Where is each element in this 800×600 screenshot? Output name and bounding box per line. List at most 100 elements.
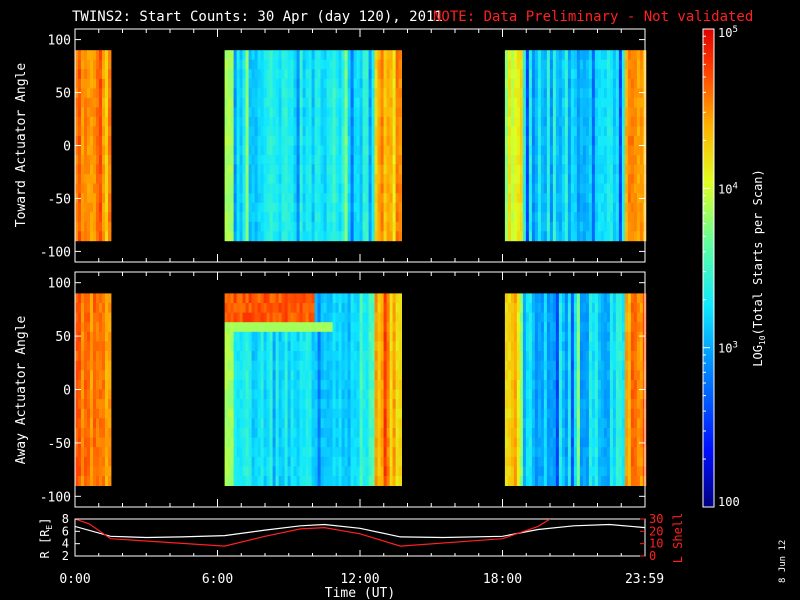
heatmap-cell xyxy=(606,174,611,184)
heatmap-cell xyxy=(230,59,234,70)
heatmap-cell xyxy=(368,88,372,99)
heatmap-cell xyxy=(245,456,249,467)
heatmap-cell xyxy=(344,174,348,184)
heatmap-cell xyxy=(236,418,240,429)
heatmap-cell xyxy=(504,476,509,486)
heatmap-cell xyxy=(266,59,270,70)
heatmap-cell xyxy=(609,202,614,213)
heatmap-cell xyxy=(242,360,246,371)
heatmap-cell xyxy=(561,50,566,61)
heatmap-cell xyxy=(317,399,321,410)
heatmap-cell xyxy=(507,370,512,381)
heatmap-cell xyxy=(308,293,312,304)
heatmap-cell xyxy=(618,78,623,89)
heatmap-cell xyxy=(93,437,97,448)
heatmap-cell xyxy=(368,399,372,410)
heatmap-cell xyxy=(239,116,243,127)
heatmap-cell xyxy=(230,88,234,99)
heatmap-cell xyxy=(606,212,611,223)
heatmap-cell xyxy=(603,447,608,458)
heatmap-cell xyxy=(558,456,563,467)
heatmap-cell xyxy=(510,202,515,213)
heatmap-cell xyxy=(227,145,231,156)
heatmap-cell xyxy=(606,78,611,89)
heatmap-cell xyxy=(245,116,249,127)
heatmap-cell xyxy=(564,97,569,108)
heatmap-cell xyxy=(233,88,237,99)
heatmap-cell xyxy=(525,293,530,304)
heatmap-cell xyxy=(269,202,273,213)
heatmap-cell xyxy=(81,447,85,458)
heatmap-cell xyxy=(588,78,593,89)
heatmap-cell xyxy=(329,174,333,184)
heatmap-column xyxy=(597,50,602,242)
heatmap-cell xyxy=(624,466,629,477)
heatmap-cell xyxy=(263,145,267,156)
heatmap-cell xyxy=(326,212,330,223)
heatmap-cell xyxy=(323,193,327,204)
heatmap-cell xyxy=(519,174,524,184)
heatmap-cell xyxy=(281,145,285,156)
heatmap-cell xyxy=(233,155,237,165)
heatmap-cell xyxy=(377,174,381,184)
heatmap-cell xyxy=(636,212,641,223)
heatmap-cell xyxy=(630,331,635,342)
heatmap-cell xyxy=(311,97,315,108)
heatmap-cell xyxy=(606,476,611,486)
heatmap-cell xyxy=(224,322,228,333)
heatmap-cell xyxy=(350,174,354,184)
heatmap-cell xyxy=(299,164,303,175)
heatmap-cell xyxy=(374,389,378,400)
heatmap-cell xyxy=(392,155,396,165)
heatmap-cell xyxy=(513,312,518,323)
heatmap-cell xyxy=(600,78,605,89)
heatmap-cell xyxy=(561,231,566,242)
heatmap-cell xyxy=(266,293,270,304)
heatmap-cell xyxy=(591,183,596,194)
heatmap-cell xyxy=(389,193,393,204)
heatmap-cell xyxy=(534,331,539,342)
heatmap-cell xyxy=(236,379,240,390)
heatmap-cell xyxy=(93,145,97,156)
heatmap-cell xyxy=(564,50,569,61)
heatmap-cell xyxy=(368,212,372,223)
heatmap-cell xyxy=(383,183,387,194)
heatmap-cell xyxy=(356,78,360,89)
heatmap-cell xyxy=(374,126,378,137)
heatmap-cell xyxy=(266,447,270,458)
heatmap-cell xyxy=(290,341,294,352)
heatmap-cell xyxy=(609,183,614,194)
heatmap-cell xyxy=(239,69,243,80)
heatmap-cell xyxy=(591,322,596,333)
heatmap-cell xyxy=(311,59,315,70)
heatmap-cell xyxy=(552,399,557,410)
heatmap-cell xyxy=(585,312,590,323)
heatmap-cell xyxy=(395,202,399,213)
heatmap-cell xyxy=(227,293,231,304)
heatmap-cell xyxy=(332,370,336,381)
heatmap-cell xyxy=(543,50,548,61)
heatmap-cell xyxy=(525,193,530,204)
heatmap-cell xyxy=(564,360,569,371)
heatmap-cell xyxy=(260,293,264,304)
heatmap-cell xyxy=(239,428,243,438)
heatmap-cell xyxy=(374,476,378,486)
heatmap-cell xyxy=(272,50,276,61)
heatmap-cell xyxy=(579,303,584,313)
heatmap-cell xyxy=(534,116,539,127)
heatmap-cell xyxy=(627,231,632,242)
heatmap-cell xyxy=(561,322,566,333)
heatmap-cell xyxy=(522,370,527,381)
heatmap-cell xyxy=(269,456,273,467)
heatmap-cell xyxy=(272,331,276,342)
heatmap-cell xyxy=(260,78,264,89)
heatmap-cell xyxy=(624,183,629,194)
heatmap-cell xyxy=(377,107,381,118)
heatmap-cell xyxy=(552,418,557,429)
heatmap-cell xyxy=(278,107,282,118)
heatmap-cell xyxy=(576,221,581,232)
heatmap-cell xyxy=(386,428,390,438)
heatmap-cell xyxy=(341,293,345,304)
heatmap-cell xyxy=(588,418,593,429)
heatmap-cell xyxy=(257,389,261,400)
